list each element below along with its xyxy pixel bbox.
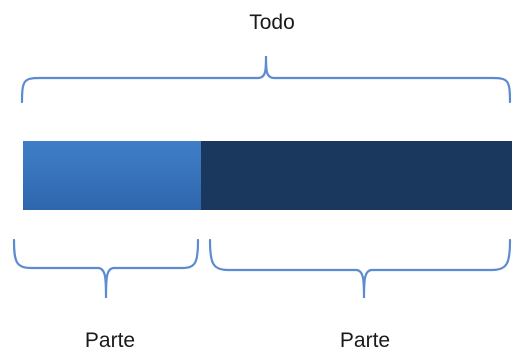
part-right-segment (201, 141, 512, 210)
part-right-label: Parte (339, 329, 391, 352)
part-left-segment (23, 141, 201, 210)
part-right-brace (208, 238, 512, 299)
part-left-brace (12, 238, 200, 299)
whole-brace (20, 55, 512, 104)
part-left-label: Parte (84, 329, 136, 352)
whole-label: Todo (249, 11, 295, 34)
